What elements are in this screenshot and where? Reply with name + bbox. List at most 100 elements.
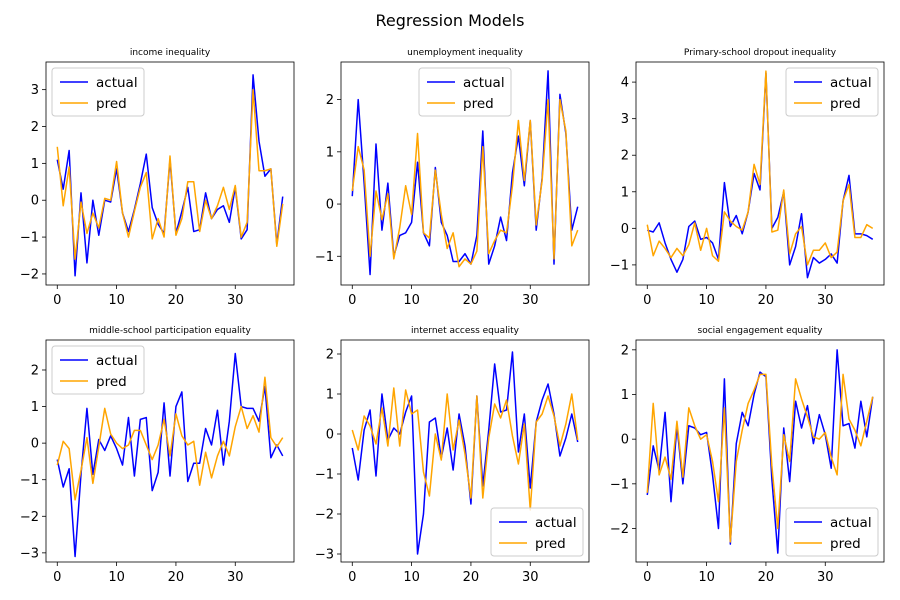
y-tick-label: −1 — [20, 231, 39, 246]
subplot-title: internet access equality — [411, 326, 520, 336]
y-tick-label: 0 — [621, 433, 629, 448]
x-tick-label: 20 — [168, 293, 185, 308]
legend-box — [51, 345, 145, 395]
y-tick-label: 4 — [621, 76, 629, 91]
y-tick-label: 3 — [31, 83, 39, 98]
x-tick-label: 0 — [643, 293, 651, 308]
x-tick-label: 30 — [227, 293, 244, 308]
legend-box — [418, 67, 512, 117]
series-line-actual — [56, 352, 284, 558]
y-tick-label: 0 — [31, 194, 39, 209]
x-tick-label: 30 — [522, 570, 539, 585]
y-tick-label: −3 — [315, 548, 334, 563]
legend-label-pred: pred — [96, 374, 127, 390]
y-tick-label: 3 — [621, 112, 629, 127]
y-tick-label: −3 — [20, 546, 39, 561]
y-tick-label: 1 — [31, 157, 39, 172]
axes-frame — [340, 339, 590, 563]
x-tick-label: 20 — [758, 570, 775, 585]
y-tick-label: 1 — [621, 185, 629, 200]
legend-label-pred: pred — [535, 536, 566, 552]
subplot-6: social engagement equality 0 10 20 30 −2 −1 0 1 2… — [610, 326, 885, 585]
legend-label-actual: actual — [830, 515, 872, 531]
x-tick-label: 10 — [698, 570, 715, 585]
y-tick-label: −2 — [20, 267, 39, 282]
subplot-2: unemployment inequality 0 10 20 30 −1 0 1 2 actua… — [315, 48, 590, 308]
legend-label-pred: pred — [830, 536, 861, 552]
legend-label-actual: actual — [96, 75, 138, 91]
series-line-pred — [351, 98, 579, 268]
x-tick-label: 30 — [522, 293, 539, 308]
subplot-4: middle-school participation equality 0 10 2… — [20, 326, 295, 585]
y-tick-label: −1 — [315, 250, 334, 265]
x-tick-label: 10 — [403, 293, 420, 308]
subplot-title: middle-school participation equality — [89, 326, 251, 336]
y-tick-label: 2 — [326, 348, 334, 363]
y-tick-label: 2 — [621, 149, 629, 164]
x-tick-label: 0 — [53, 293, 61, 308]
x-tick-label: 10 — [698, 293, 715, 308]
y-tick-label: −2 — [20, 510, 39, 525]
series-line-pred — [646, 373, 874, 543]
legend-label-actual: actual — [830, 75, 872, 91]
legend-label-actual: actual — [463, 75, 505, 91]
legend-box — [785, 67, 879, 117]
subplot-title: social engagement equality — [698, 326, 824, 336]
series-line-pred — [351, 387, 579, 511]
y-tick-label: −1 — [610, 477, 629, 492]
legend-label-pred: pred — [830, 96, 861, 112]
y-tick-label: 1 — [31, 400, 39, 415]
figure-title: Regression Models — [376, 11, 525, 30]
legend-label-pred: pred — [96, 96, 127, 112]
x-tick-label: 20 — [758, 293, 775, 308]
legend: actual pred — [418, 67, 512, 117]
x-tick-label: 20 — [463, 570, 480, 585]
legend-label-actual: actual — [535, 515, 577, 531]
x-tick-label: 0 — [643, 570, 651, 585]
subplot-5: internet access equality 0 10 20 30 −3 −2 −1 0 1 2… — [315, 326, 590, 585]
y-tick-label: 0 — [326, 428, 334, 443]
y-tick-label: 0 — [621, 222, 629, 237]
series-line-actual — [646, 349, 874, 554]
legend-label-actual: actual — [96, 353, 138, 369]
legend: actual pred — [51, 345, 145, 395]
x-tick-label: 10 — [108, 570, 125, 585]
y-tick-label: −1 — [315, 468, 334, 483]
subplot-title: income inequality — [130, 48, 211, 58]
x-tick-label: 30 — [817, 293, 834, 308]
subplot-title: Primary-school dropout inequality — [684, 48, 837, 58]
x-tick-label: 30 — [227, 570, 244, 585]
x-tick-label: 10 — [108, 293, 125, 308]
legend-box — [785, 507, 879, 557]
y-tick-label: 2 — [621, 343, 629, 358]
legend: actual pred — [51, 67, 145, 117]
legend-box — [51, 67, 145, 117]
x-tick-label: 30 — [817, 570, 834, 585]
y-tick-label: 1 — [326, 145, 334, 160]
axes-frame — [45, 61, 295, 286]
series-line-pred — [646, 70, 874, 266]
y-tick-label: −1 — [610, 258, 629, 273]
y-tick-label: −1 — [20, 473, 39, 488]
subplot-title: unemployment inequality — [407, 48, 523, 58]
y-tick-label: −2 — [610, 522, 629, 537]
series-line-pred — [56, 88, 284, 260]
axes-frame — [635, 61, 885, 286]
axes-frame — [635, 339, 885, 563]
x-tick-label: 0 — [348, 570, 356, 585]
legend: actual pred — [490, 507, 584, 557]
y-tick-label: 1 — [326, 388, 334, 403]
x-tick-label: 20 — [168, 570, 185, 585]
x-tick-label: 10 — [403, 570, 420, 585]
y-tick-label: 2 — [31, 120, 39, 135]
series-line-pred — [56, 376, 284, 501]
legend-box — [490, 507, 584, 557]
legend-label-pred: pred — [463, 96, 494, 112]
series-line-actual — [647, 72, 874, 279]
y-tick-label: 2 — [326, 93, 334, 108]
y-tick-label: 1 — [621, 388, 629, 403]
subplot-1: income inequality 0 10 20 30 −2 −1 0 1 2 3 actual pr… — [20, 48, 295, 308]
x-tick-label: 20 — [463, 293, 480, 308]
y-tick-label: 0 — [31, 437, 39, 452]
